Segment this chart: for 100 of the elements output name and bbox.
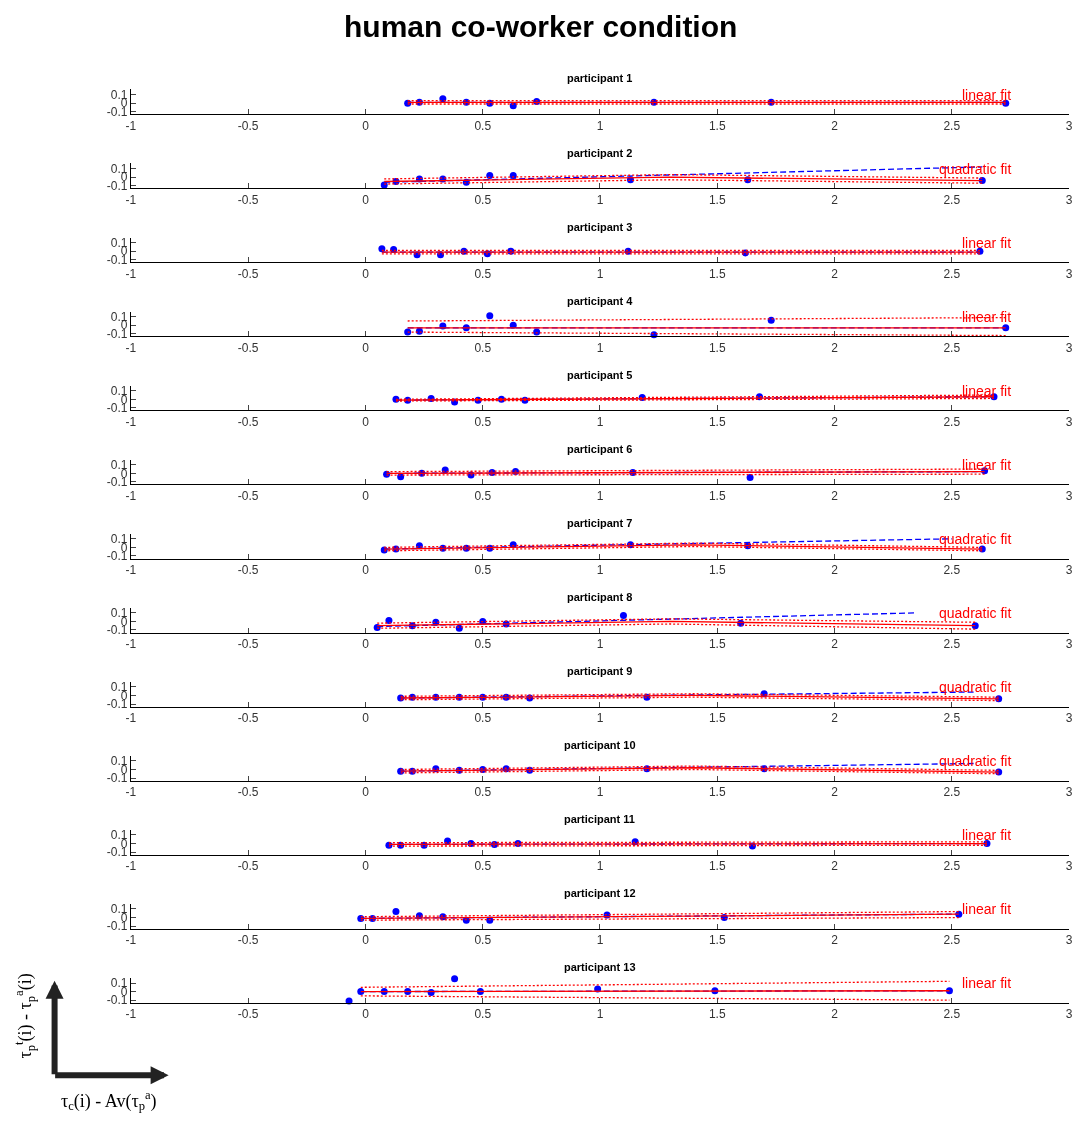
x-tick-label: -1 [125,488,137,503]
x-tick-label: 0 [362,266,370,281]
x-tick-label: -0.5 [237,414,259,429]
x-tick-label: 0 [362,933,370,948]
x-tick-label: 1 [596,562,604,577]
x-tick-label: 1 [596,266,604,281]
x-tick-label: 2.5 [943,340,961,355]
x-tick-label: 0 [362,636,370,651]
x-tick-label: -1 [125,1007,137,1022]
x-tick-label: 2 [831,488,839,503]
x-tick-label: -1 [125,340,137,355]
chart-subtitle: participant 8 [567,591,633,603]
x-tick-label: 0 [362,785,370,800]
chart-subtitle: participant 1 [567,72,633,84]
x-tick-label: -1 [125,266,137,281]
x-tick-label: 3 [1065,488,1073,503]
x-tick-label: 3 [1065,192,1073,207]
x-tick-label: 1 [596,118,604,133]
x-tick-label: 2.5 [943,785,961,800]
x-tick-label: 0.5 [474,266,492,281]
chart-subtitle: participant 12 [564,887,636,899]
x-tick-label: 0 [362,192,370,207]
x-tick-label: 1.5 [708,933,726,948]
x-tick-label: 1 [596,1007,604,1022]
x-tick-label: 1 [596,933,604,948]
x-tick-label: -1 [125,562,137,577]
x-tick-label: 0.5 [474,340,492,355]
x-tick-label: 3 [1065,118,1073,133]
chart-subtitle: participant 3 [567,221,633,233]
x-tick-label: 2 [831,266,839,281]
chart-subtitle: participant 5 [567,369,633,381]
chart-subtitle: participant 7 [567,517,633,529]
x-tick-label: -0.5 [237,785,259,800]
x-tick-label: 1.5 [708,859,726,874]
annotation: linear fit [962,975,1012,991]
x-tick-label: 0.5 [474,562,492,577]
x-tick-label: 0 [362,414,370,429]
chart-title: human co-worker condition [344,10,738,43]
x-tick-label: 1.5 [708,710,726,725]
x-tick-label: 2 [831,710,839,725]
annotation: linear fit [962,827,1012,843]
x-tick-label: 2 [831,340,839,355]
x-tick-label: 3 [1065,636,1073,651]
x-tick-label: 1 [596,340,604,355]
annotation: linear fit [962,87,1012,103]
x-tick-label: 0.5 [474,118,492,133]
x-tick-label: -1 [125,933,137,948]
x-tick-label: 1 [596,414,604,429]
x-tick-label: 0.5 [474,710,492,725]
x-tick-label: 0.5 [474,859,492,874]
x-tick-label: 3 [1065,340,1073,355]
x-tick-label: 3 [1065,562,1073,577]
x-tick-label: 1.5 [708,266,726,281]
x-tick-label: 0.5 [474,933,492,948]
chart-subtitle: participant 6 [567,443,633,455]
x-axis-title: τ$_{c}$(i) - Av(τ$_{p}$$^{a}$) [61,1088,157,1114]
x-tick-label: -0.5 [237,859,259,874]
chart-subtitle: participant 10 [564,739,636,751]
annotation: quadratic fit [939,531,1012,547]
x-tick-label: -1 [125,859,137,874]
x-tick-label: 3 [1065,266,1073,281]
x-tick-label: 3 [1065,1007,1073,1022]
x-tick-label: 0.5 [474,192,492,207]
x-tick-label: -0.5 [237,1007,259,1022]
x-tick-label: 1 [596,488,604,503]
annotation: linear fit [962,383,1012,399]
x-tick-label: -0.5 [237,562,259,577]
x-tick-label: 2 [831,1007,839,1022]
chart-subtitle: participant 4 [567,295,634,307]
x-tick-label: 1 [596,785,604,800]
x-tick-label: -1 [125,118,137,133]
x-tick-label: 1 [596,859,604,874]
x-tick-label: 0 [362,562,370,577]
x-tick-label: 0.5 [474,488,492,503]
x-tick-label: 2.5 [943,1007,961,1022]
x-tick-label: 1.5 [708,488,726,503]
x-tick-label: 0 [362,859,370,874]
x-tick-label: 2 [831,785,839,800]
x-tick-label: -1 [125,192,137,207]
x-tick-label: -0.5 [237,266,259,281]
x-tick-label: -0.5 [237,192,259,207]
x-tick-label: -1 [125,785,137,800]
x-tick-label: 1.5 [708,562,726,577]
x-tick-label: 2 [831,414,839,429]
x-tick-label: 1.5 [708,340,726,355]
chart-subtitle: participant 9 [567,665,633,677]
chart-subtitle: participant 2 [567,147,633,159]
x-tick-label: 1.5 [708,192,726,207]
x-tick-label: -0.5 [237,636,259,651]
x-tick-label: 1.5 [708,118,726,133]
x-tick-label: 3 [1065,933,1073,948]
x-tick-label: 2 [831,562,839,577]
x-tick-label: -1 [125,710,137,725]
x-tick-label: 1.5 [708,785,726,800]
x-tick-label: -0.5 [237,340,259,355]
x-tick-label: 0 [362,710,370,725]
x-tick-label: 2.5 [943,710,961,725]
x-tick-label: 1.5 [708,636,726,651]
annotation: linear fit [962,235,1012,251]
x-tick-label: 2 [831,933,839,948]
